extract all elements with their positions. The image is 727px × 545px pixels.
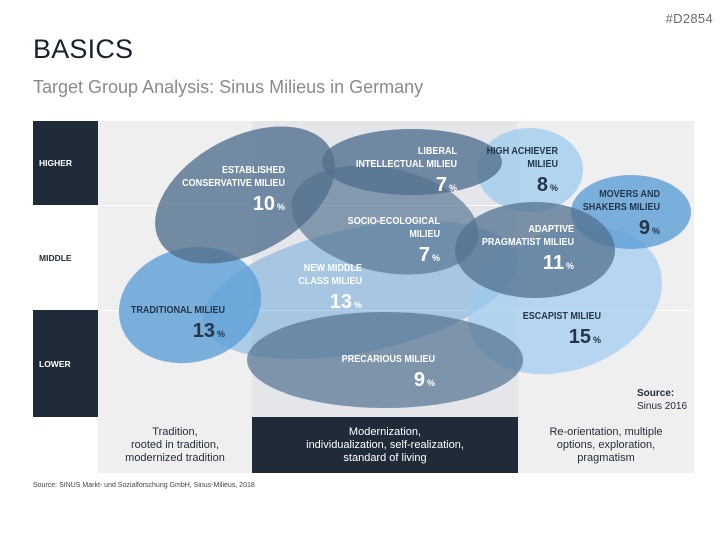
milieu-precarious: PRECARIOUS MILIEU 9%	[320, 353, 435, 392]
slide-title: BASICS	[33, 34, 134, 64]
adaptive-pragmatist-ellipse	[455, 202, 615, 298]
milieu-name: HIGH ACHIEVER MILIEU	[486, 145, 558, 170]
column-label-text: Modernization, individualization, self-r…	[306, 425, 464, 464]
milieu-value: 7%	[435, 174, 457, 196]
milieu-value: 7%	[418, 244, 440, 266]
milieu-name: ADAPTIVE PRAGMATIST MILIEU	[481, 223, 574, 248]
source-text: Sinus 2016	[637, 401, 688, 412]
row-label-higher: HIGHER	[33, 121, 98, 205]
milieu-name: ESCAPIST MILIEU	[522, 310, 601, 322]
milieu-name: MOVERS AND SHAKERS MILIEU	[582, 188, 660, 213]
milieu-movers-shakers: MOVERS AND SHAKERS MILIEU 9%	[570, 188, 660, 240]
column-label-text: Tradition, rooted in tradition, moderniz…	[125, 425, 225, 464]
slide-subtitle: Target Group Analysis: Sinus Milieus in …	[33, 77, 424, 97]
milieu-value: 15%	[568, 326, 601, 348]
milieu-value: 10%	[252, 193, 285, 215]
milieu-value: 8%	[536, 174, 558, 196]
milieu-high-achiever: HIGH ACHIEVER MILIEU 8%	[460, 145, 558, 197]
milieu-name: ESTABLISHED CONSERVATIVE MILIEU	[182, 164, 285, 189]
milieu-established-conservative: ESTABLISHED CONSERVATIVE MILIEU 10%	[150, 164, 285, 216]
established-conservative-ellipse	[155, 126, 335, 264]
column-label-reorientation: Re-orientation, multiple options, explor…	[518, 417, 694, 473]
milieu-socio-ecological: SOCIO-ECOLOGICAL MILIEU 7%	[298, 215, 440, 267]
milieu-traditional: TRADITIONAL MILIEU 13%	[115, 304, 225, 343]
traditional-ellipse	[118, 246, 262, 364]
milieu-adaptive-pragmatist: ADAPTIVE PRAGMATIST MILIEU 11%	[460, 223, 574, 275]
milieu-name: TRADITIONAL MILIEU	[130, 304, 225, 316]
column-label-text: Re-orientation, multiple options, explor…	[549, 425, 663, 464]
milieu-name: LIBERAL INTELLECTUAL MILIEU	[355, 145, 457, 170]
grid-divider	[98, 310, 694, 311]
milieu-value: 13%	[192, 320, 225, 342]
row-label-lower: LOWER	[33, 310, 98, 417]
column-label-tradition: Tradition, rooted in tradition, moderniz…	[98, 417, 252, 473]
source-note: Source: Sinus 2016	[637, 387, 687, 413]
slide-id: #D2854	[665, 11, 713, 26]
milieu-name: NEW MIDDLE CLASS MILIEU	[298, 262, 362, 287]
precarious-ellipse	[247, 312, 523, 408]
milieu-escapist: ESCAPIST MILIEU 15%	[505, 310, 601, 349]
column-label-modernization: Modernization, individualization, self-r…	[252, 417, 518, 473]
high-achiever-ellipse	[477, 128, 583, 212]
footnote: Source: SINUS Markt- und Sozialforschung…	[33, 482, 255, 489]
milieu-liberal-intellectual: LIBERAL INTELLECTUAL MILIEU 7%	[320, 145, 457, 197]
source-label: Source:	[637, 388, 675, 399]
milieu-value: 9%	[638, 217, 660, 239]
milieu-new-middle-class: NEW MIDDLE CLASS MILIEU 13%	[270, 262, 362, 314]
socio-ecological-ellipse	[291, 165, 479, 275]
milieu-value: 13%	[329, 291, 362, 313]
row-label-middle: MIDDLE	[33, 205, 98, 310]
milieu-value: 9%	[413, 369, 435, 391]
milieu-name: SOCIO-ECOLOGICAL MILIEU	[347, 215, 440, 240]
milieu-value: 11%	[542, 252, 574, 274]
milieu-name: PRECARIOUS MILIEU	[341, 353, 435, 365]
